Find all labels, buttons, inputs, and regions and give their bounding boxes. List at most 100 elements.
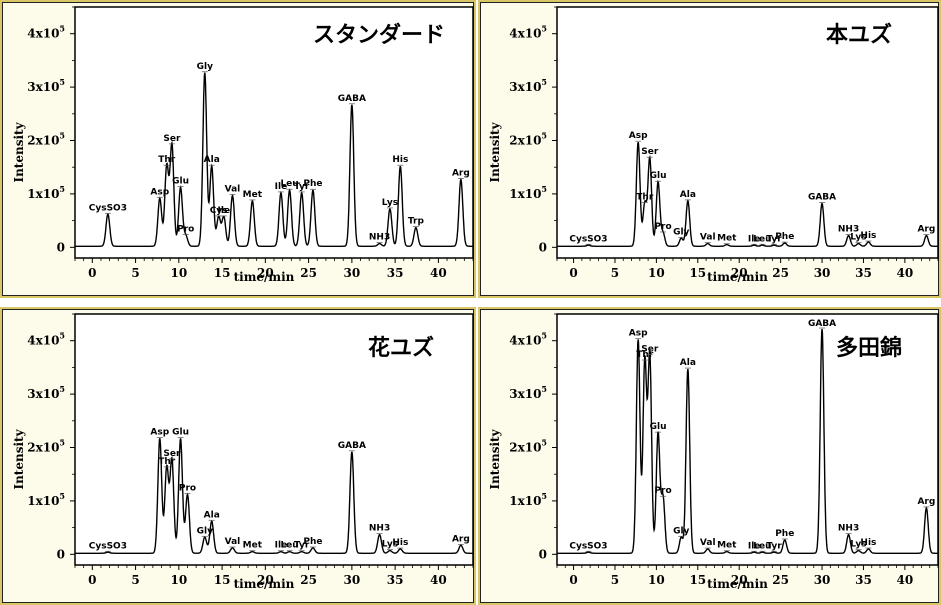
peak-label: Arg: [917, 497, 935, 507]
y-tick-label-base: 4x10: [27, 334, 59, 348]
panel-title: 本ユズ: [826, 23, 893, 48]
peak-label: Tyr: [294, 541, 310, 551]
peak-label: Val: [225, 185, 241, 195]
peak-label: NH3: [838, 524, 859, 534]
chromatogram-tada-nishiki-plot: 0 5 10 15 20 25 30 35 4001x1052x1053x1054x105tim…: [488, 313, 939, 591]
x-tick-label: 5: [611, 573, 619, 587]
y-tick-label: 1x105: [27, 184, 65, 201]
y-axis-label: Intensity: [488, 121, 502, 182]
y-tick-label-base: 0: [539, 240, 547, 254]
x-tick-label: 40: [897, 266, 914, 280]
peak-label: Asp: [150, 187, 169, 197]
peak-label: Gly: [197, 526, 213, 536]
x-axis-label: time/min: [707, 577, 768, 591]
peak-label: Phe: [775, 529, 794, 539]
y-tick-label-exponent: 5: [541, 77, 547, 87]
chromatogram-trace: [557, 141, 938, 247]
peak-label: GABA: [338, 441, 366, 451]
peak-label: Tyr: [766, 234, 782, 244]
chromatogram-tada-nishiki: 0 5 10 15 20 25 30 35 40 0 1x105 2x105 3x105 4x105 tim…: [478, 307, 941, 605]
x-tick-label: 25: [300, 266, 317, 280]
peak-label: CysSO3: [569, 234, 607, 244]
x-tick-label: 20: [731, 266, 748, 280]
y-tick-label-exponent: 5: [541, 384, 547, 394]
peak-label: Ala: [680, 358, 696, 368]
panel-title: 多田錦: [836, 336, 903, 361]
peak-label: NH3: [369, 233, 390, 243]
y-tick-label: 3x105: [509, 384, 547, 401]
y-tick-label-base: 0: [539, 547, 547, 561]
chromatogram-hana-yuzu-plot: 0 5 10 15 20 25 30 35 4001x1052x1053x1054x105tim…: [12, 313, 474, 591]
plot-area: [74, 6, 474, 259]
peak-label: Gly: [673, 227, 689, 237]
peak-label: Arg: [917, 225, 935, 235]
x-axis-label: time/min: [707, 270, 768, 284]
x-tick-label: 40: [430, 573, 447, 587]
y-tick-label-exponent: 5: [541, 24, 547, 34]
peak-label: Ala: [204, 510, 220, 520]
x-tick-label: 35: [855, 573, 872, 587]
y-tick-label: 3x105: [27, 384, 65, 401]
chromatogram-hana-yuzu: 0 5 10 15 20 25 30 35 40 0 1x105 2x105 3x105 4x105 tim…: [0, 307, 476, 605]
x-tick-label: 30: [344, 266, 361, 280]
peak-label: Ser: [641, 147, 659, 157]
peak-label: Val: [700, 233, 716, 243]
x-tick-label: 25: [772, 266, 789, 280]
peak-label: His: [860, 231, 876, 241]
y-tick-label-base: 3x10: [509, 387, 541, 401]
peak-label: Thr: [636, 193, 654, 203]
x-tick-label: 15: [214, 266, 231, 280]
peak-label: Thr: [158, 457, 176, 467]
y-tick-label-base: 1x10: [27, 494, 59, 508]
peak-label: Tyr: [294, 182, 310, 192]
peak-label: Phe: [303, 179, 322, 189]
peak-label: NH3: [838, 225, 859, 235]
y-tick-label-base: 0: [57, 240, 65, 254]
peak-label: Thr: [636, 350, 654, 360]
peak-label: Phe: [303, 537, 322, 547]
x-tick-label: 10: [648, 266, 665, 280]
y-tick-label-base: 4x10: [509, 27, 541, 41]
x-tick-label: 40: [430, 266, 447, 280]
chromatogram-hon-yuzu-plot: 0 5 10 15 20 25 30 35 4001x1052x1053x1054x105tim…: [488, 6, 939, 284]
y-tick-label-exponent: 5: [59, 184, 65, 194]
peak-label: Met: [243, 190, 263, 200]
y-tick-label: 0: [57, 547, 65, 561]
peak-label: Ile: [748, 234, 761, 244]
chromatogram-hon-yuzu: 0 5 10 15 20 25 30 35 40 0 1x105 2x105 3x105 4x105 tim…: [478, 0, 941, 298]
peak-label: His: [392, 155, 408, 165]
peak-label: Ala: [680, 190, 696, 200]
peak-label: Glu: [650, 171, 667, 181]
y-tick-label-exponent: 5: [541, 491, 547, 501]
y-tick-label-exponent: 5: [59, 131, 65, 141]
x-axis-label: time/min: [234, 270, 295, 284]
panel-title: 花ユズ: [368, 336, 435, 361]
peak-label: Lys: [382, 540, 398, 550]
y-tick-label: 1x105: [509, 491, 547, 508]
y-tick-label-base: 2x10: [27, 134, 59, 148]
peak-label: Lys: [850, 233, 866, 243]
peak-label: Ile: [748, 541, 761, 551]
x-tick-label: 20: [731, 573, 748, 587]
peak-label: Asp: [150, 428, 169, 438]
y-tick-label-base: 2x10: [509, 134, 541, 148]
y-tick-label: 4x105: [27, 331, 65, 348]
y-tick-label-base: 2x10: [27, 441, 59, 455]
x-tick-label: 0: [88, 573, 96, 587]
y-tick-label: 2x105: [27, 438, 65, 455]
plot-area: [556, 6, 939, 259]
peak-label: Tyr: [766, 541, 782, 551]
y-tick-label-exponent: 5: [541, 438, 547, 448]
x-tick-label: 35: [387, 573, 404, 587]
peak-label: Phe: [775, 232, 794, 242]
y-tick-label: 2x105: [27, 131, 65, 148]
peak-label: Met: [717, 541, 737, 551]
x-tick-label: 15: [689, 573, 706, 587]
peak-label: Pro: [654, 222, 671, 232]
chromatogram-standard-plot: 0 5 10 15 20 25 30 35 4001x1052x1053x1054x105tim…: [12, 6, 474, 284]
y-tick-label: 1x105: [509, 184, 547, 201]
peak-label: Leu: [753, 541, 771, 551]
peak-label: Lys: [850, 540, 866, 550]
panel-title: スタンダード: [313, 23, 446, 48]
peak-label: Thr: [158, 155, 176, 165]
